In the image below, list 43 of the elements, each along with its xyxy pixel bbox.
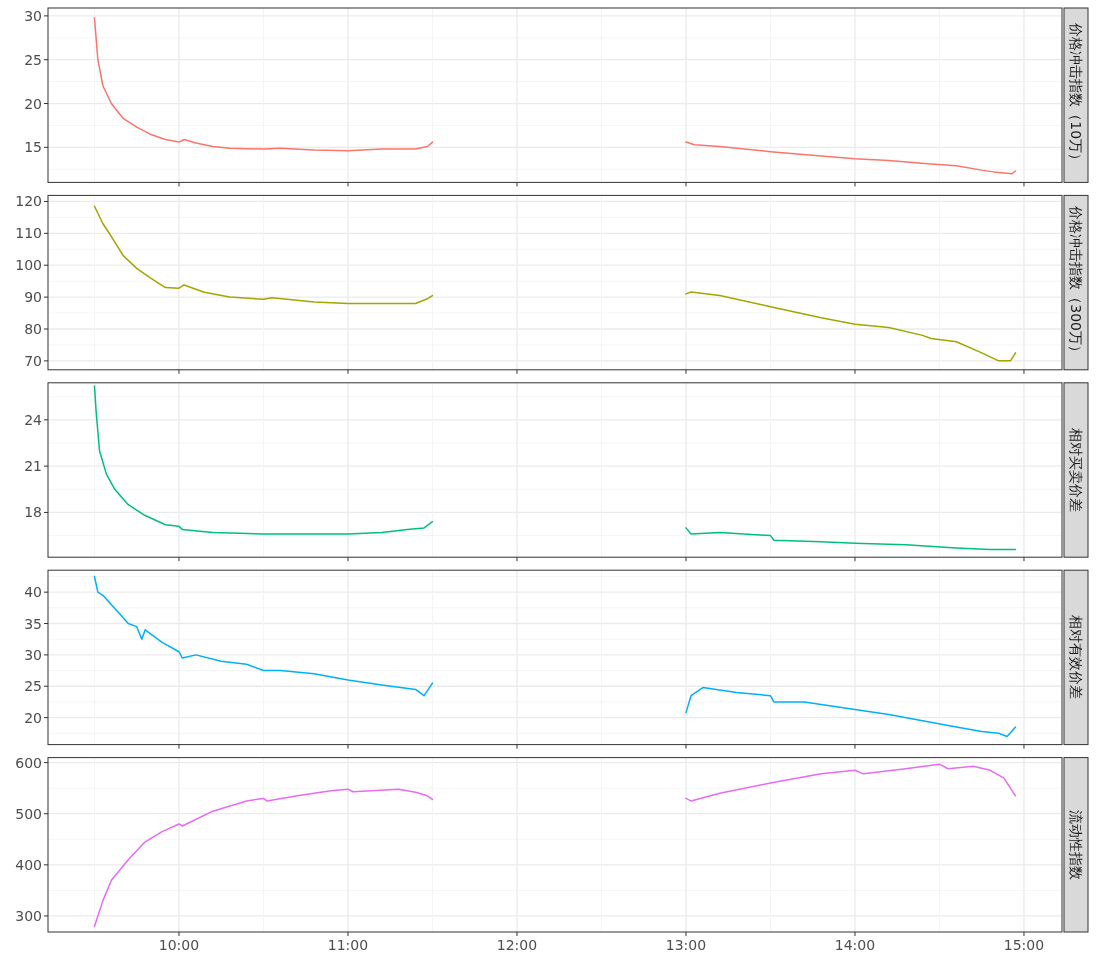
- line-series: [93, 205, 434, 305]
- y-tick-label: 400: [15, 856, 42, 873]
- x-tick-label: 14:00: [834, 937, 876, 953]
- x-tick-label: 10:00: [158, 937, 200, 953]
- line-series: [685, 291, 1017, 362]
- y-tick-label: 80: [24, 320, 42, 337]
- y-tick-label: 90: [24, 289, 42, 306]
- y-tick-label: 21: [24, 458, 42, 475]
- x-tick-label: 15:00: [1003, 937, 1045, 953]
- line-series: [685, 686, 1017, 738]
- y-tick-label: 20: [24, 95, 42, 112]
- line-series: [93, 575, 434, 697]
- line-series: [93, 788, 434, 927]
- y-tick-label: 70: [24, 352, 42, 369]
- y-tick-label: 18: [24, 504, 42, 521]
- text: 价格冲击指数（300万）: [1068, 205, 1084, 359]
- y-tick-label: 120: [15, 193, 42, 210]
- line-series: [93, 16, 434, 152]
- line-series: [685, 527, 1017, 551]
- y-tick-label: 35: [24, 615, 42, 632]
- y-tick-label: 24: [24, 411, 43, 428]
- y-tick-label: 110: [15, 225, 42, 242]
- x-tick-label: 12:00: [496, 937, 538, 953]
- y-tick-label: 15: [24, 139, 42, 156]
- y-tick-label: 500: [15, 805, 42, 822]
- x-tick-label: 13:00: [665, 937, 707, 953]
- y-tick-label: 40: [24, 584, 42, 601]
- text: 价格冲击指数（10万）: [1068, 22, 1084, 168]
- y-tick-label: 100: [15, 257, 42, 274]
- line-series: [685, 141, 1017, 175]
- y-tick-label: 25: [24, 51, 42, 68]
- x-tick-label: 11:00: [327, 937, 369, 953]
- text: 流动性指数: [1068, 809, 1084, 880]
- line-series: [685, 763, 1017, 802]
- y-tick-label: 300: [15, 907, 42, 924]
- y-tick-label: 30: [24, 646, 42, 663]
- y-tick-label: 20: [24, 709, 42, 726]
- text: 相对买卖价差: [1068, 428, 1084, 512]
- text: 相对有效价差: [1068, 615, 1084, 700]
- y-tick-label: 600: [15, 754, 42, 771]
- y-tick-label: 25: [24, 678, 42, 695]
- y-tick-label: 30: [24, 7, 42, 24]
- line-series: [93, 385, 434, 535]
